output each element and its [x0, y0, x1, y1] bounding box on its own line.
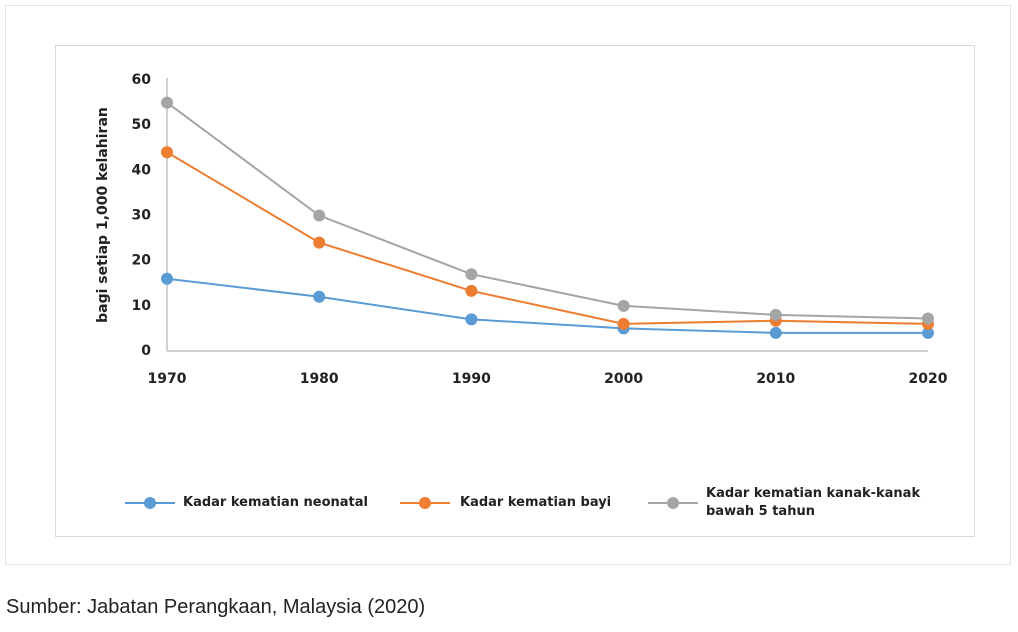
x-tick-label: 1980 — [300, 371, 339, 387]
frame — [5, 5, 1011, 565]
x-tick-label: 1990 — [452, 371, 491, 387]
legend-marker — [667, 497, 679, 509]
y-tick-label: 50 — [132, 117, 152, 133]
point — [922, 326, 934, 339]
y-tick-label: 10 — [132, 298, 152, 314]
chart-box — [55, 45, 975, 537]
y-tick-label: 60 — [132, 72, 152, 88]
legend-label: Kadar kematian bayi — [460, 495, 612, 510]
point — [769, 326, 782, 339]
point — [617, 299, 630, 312]
x-tick-label: 1970 — [148, 371, 187, 387]
x-tick-label: 2010 — [756, 371, 795, 387]
point — [465, 284, 478, 297]
legend-label: Kadar kematian neonatal — [183, 495, 368, 510]
point — [161, 96, 173, 109]
x-tick-label: 2020 — [909, 371, 948, 387]
point — [161, 272, 173, 285]
y-axis-label: bagi setiap 1,000 kelahiran — [95, 107, 111, 323]
point — [922, 312, 934, 325]
y-tick-label: 30 — [132, 208, 152, 224]
y-tick-label: 0 — [141, 343, 151, 359]
point — [617, 317, 630, 330]
point — [161, 146, 173, 159]
legend-marker — [144, 497, 156, 509]
point — [465, 268, 478, 281]
series-line — [166, 151, 929, 325]
x-tick-label: 2000 — [604, 371, 643, 387]
point — [313, 209, 326, 222]
point — [465, 313, 478, 326]
point — [313, 290, 326, 303]
point — [313, 236, 326, 249]
series-line — [166, 277, 928, 334]
legend-label: Kadar kematian kanak-kanak bawah 5 tahun — [706, 486, 921, 519]
source: Sumber: Jabatan Perangkaan, Malaysia (20… — [6, 596, 426, 618]
legend-marker — [419, 497, 431, 509]
y-tick-label: 20 — [132, 253, 152, 269]
point — [769, 308, 782, 321]
series-line — [166, 101, 929, 320]
y-tick-label: 40 — [132, 162, 152, 178]
